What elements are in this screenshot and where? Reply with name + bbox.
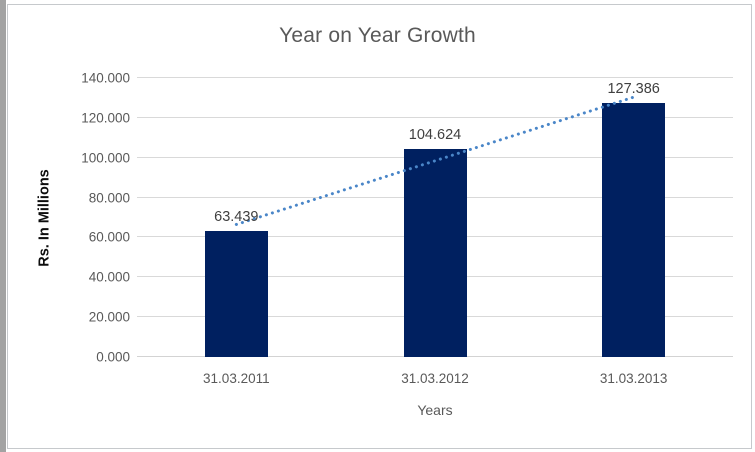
x-axis-title: Years: [417, 402, 453, 418]
gridline: [137, 77, 733, 78]
y-tick-label: 120.000: [81, 110, 130, 126]
x-tick-label: 31.03.2011: [203, 371, 270, 386]
y-tick-label: 140.000: [81, 70, 130, 86]
y-tick-label: 80.000: [88, 190, 130, 206]
y-tick-label: 100.000: [81, 150, 130, 166]
y-tick-label: 60.000: [88, 229, 130, 245]
data-label: 63.439: [214, 208, 259, 225]
left-edge-strip: [0, 0, 6, 452]
bar-31.03.2011: [204, 230, 268, 357]
x-tick-label: 31.03.2012: [401, 371, 469, 386]
data-label: 127.386: [607, 81, 660, 98]
x-axis-tick-labels: 31.03.2011 31.03.2012 31.03.2013: [137, 371, 733, 391]
data-label: 104.624: [408, 126, 462, 143]
chart-title: Year on Year Growth: [279, 24, 476, 47]
plot-area: 63.439 104.624 127.386: [137, 77, 733, 357]
y-axis-tick-labels: 0.000 20.000 40.000 60.000 80.000 100.000 120.…: [0, 71, 130, 365]
bar-31.03.2013: [602, 103, 666, 357]
y-tick-label: 40.000: [88, 269, 130, 285]
bar-31.03.2012: [403, 148, 467, 357]
x-tick-label: 31.03.2013: [599, 371, 668, 386]
y-tick-label: 0.000: [96, 349, 130, 365]
y-tick-label: 20.000: [88, 309, 130, 325]
